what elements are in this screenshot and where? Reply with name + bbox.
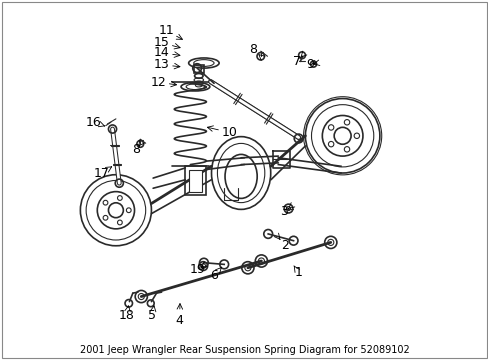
- Text: 19: 19: [189, 263, 205, 276]
- Text: 9: 9: [306, 58, 314, 71]
- Text: 8: 8: [248, 43, 256, 56]
- Text: 7: 7: [292, 55, 300, 68]
- Text: 5: 5: [148, 309, 156, 321]
- Text: 2001 Jeep Wrangler Rear Suspension Spring Diagram for 52089102: 2001 Jeep Wrangler Rear Suspension Sprin…: [80, 345, 408, 355]
- Text: 3: 3: [280, 206, 288, 219]
- Text: 11: 11: [159, 24, 174, 37]
- Text: 13: 13: [153, 58, 169, 71]
- Text: 1: 1: [294, 266, 302, 279]
- FancyBboxPatch shape: [188, 170, 202, 192]
- Text: 2: 2: [281, 239, 288, 252]
- Text: 17: 17: [94, 167, 109, 180]
- Text: 16: 16: [86, 116, 102, 129]
- Text: 4: 4: [175, 314, 183, 327]
- Text: 12: 12: [150, 76, 166, 89]
- Text: 8: 8: [132, 143, 140, 156]
- Text: 6: 6: [210, 269, 218, 282]
- Text: 14: 14: [153, 46, 169, 59]
- Text: 15: 15: [153, 36, 169, 49]
- Text: 18: 18: [119, 309, 134, 321]
- Text: 10: 10: [221, 126, 237, 139]
